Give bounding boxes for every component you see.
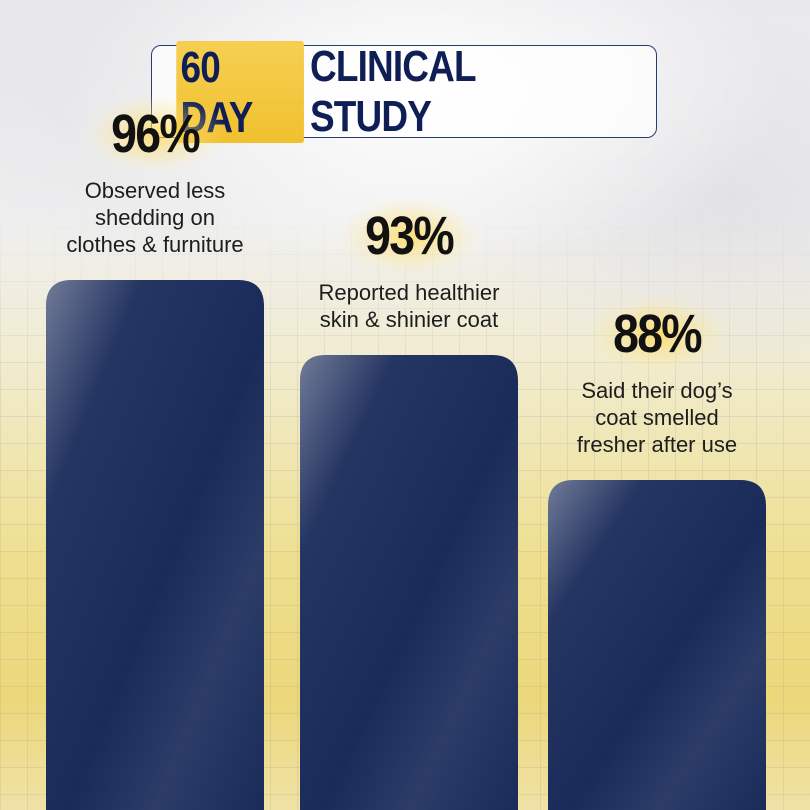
bar-3-description-line: coat smelled	[595, 405, 719, 430]
bar-sheen-1	[46, 280, 264, 810]
bar-sheen-3	[548, 480, 766, 810]
bar-3-description-line: fresher after use	[577, 432, 737, 457]
bar-2-description-line: skin & shinier coat	[320, 307, 499, 332]
bar-1-description-line: Observed less	[85, 178, 226, 203]
value-glow-2	[337, 196, 481, 276]
bar-sheen-2	[300, 355, 518, 810]
value-glow-1	[83, 94, 227, 174]
value-glow-3	[585, 294, 729, 374]
value-label-3: 88%	[613, 303, 702, 364]
value-label-2: 93%	[365, 205, 454, 266]
bar-1-description-line: clothes & furniture	[66, 232, 243, 257]
page-title: CLINICAL STUDY	[309, 41, 476, 141]
bar-1-description-line: shedding on	[95, 205, 215, 230]
value-label-1: 96%	[111, 103, 200, 164]
bar-2-description-line: Reported healthier	[318, 280, 499, 305]
bar-3-description-line: Said their dog’s	[581, 378, 732, 403]
